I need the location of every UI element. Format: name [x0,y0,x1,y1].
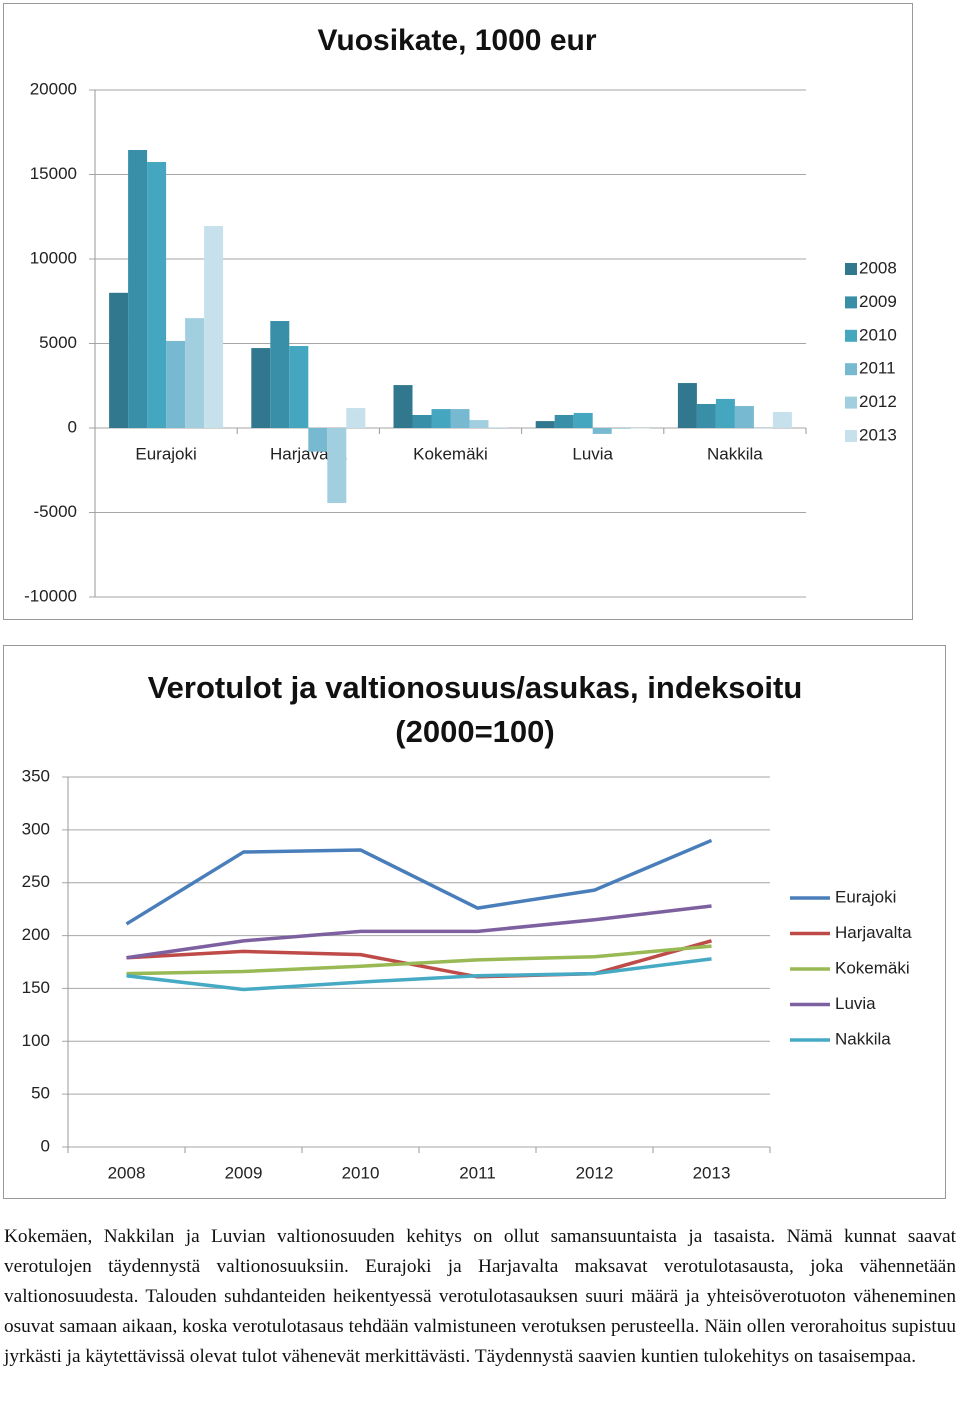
y-tick-label: 350 [22,766,50,785]
x-tick-label: Luvia [572,444,613,463]
legend-label: Kokemäki [835,958,910,977]
legend-label: 2013 [859,425,897,444]
x-tick-label: Nakkila [707,444,763,463]
legend-swatch [845,430,857,442]
legend-label: Luvia [835,994,876,1013]
x-tick-label: 2012 [576,1163,614,1182]
bar [734,406,754,428]
line-series [126,944,712,976]
legend-label: 2009 [859,292,897,311]
bar [270,321,290,428]
legend-label: Eurajoki [835,887,896,906]
line-series [126,957,712,992]
chart-title: Vuosikate, 1000 eur [317,24,597,57]
bar [412,414,432,428]
legend-label: Harjavalta [835,923,912,942]
bar [677,383,697,428]
x-tick-label: 2009 [225,1163,263,1182]
y-tick-label: 10000 [30,248,77,267]
y-tick-label: -10000 [24,586,77,605]
y-tick-label: 20000 [30,79,77,98]
bar [251,348,271,428]
legend-swatch [845,363,857,376]
bar [327,428,347,504]
y-tick-label: 150 [22,978,50,997]
bar [431,409,451,428]
legend-label: 2010 [859,325,897,344]
x-tick-label: 2011 [459,1163,496,1182]
y-tick-label: 50 [31,1084,50,1103]
bar [147,161,167,428]
y-tick-label: 15000 [30,164,77,183]
legend-swatch [845,296,857,309]
line-series [126,939,712,979]
legend-label: Nakkila [835,1029,891,1048]
bar [308,428,328,452]
bar [715,398,735,428]
bar [166,340,186,428]
bar [128,149,148,428]
bar [469,420,489,428]
bar [696,404,716,428]
legend-swatch [845,396,857,409]
bar [109,292,129,428]
x-tick-label: 2010 [342,1163,380,1182]
bar [630,428,650,429]
line-series [125,838,713,926]
chart-title: Verotulot ja valtionosuus/asukas, indeks… [147,670,803,749]
bar [611,428,631,429]
y-tick-label: 250 [22,872,50,891]
bar [289,346,309,428]
x-tick-label: 2013 [693,1163,731,1182]
y-tick-label: 5000 [39,333,77,352]
bar [393,385,413,428]
line-series [126,904,712,960]
bar [346,408,366,428]
x-tick-label: Eurajoki [135,444,196,463]
y-tick-label: 200 [22,925,50,944]
bar [204,226,224,428]
chart-frame [3,645,946,1199]
legend-swatch [845,329,857,342]
legend-swatch [845,263,857,275]
bar [535,421,555,428]
y-tick-label: 0 [68,417,77,436]
x-tick-label: Kokemäki [413,444,488,463]
legend-label: 2008 [859,258,897,277]
y-tick-label: 100 [22,1031,50,1050]
bar [488,427,508,428]
bar [753,428,773,429]
y-tick-label: 300 [22,819,50,838]
bar [592,428,612,434]
bar [772,411,792,428]
paragraph: Kokemäen, Nakkilan ja Luvian valtionosuu… [4,1226,956,1367]
bar [450,409,470,428]
bar [185,318,205,428]
legend-label: 2012 [859,392,897,411]
legend-label: 2011 [859,359,896,378]
y-tick-label: 0 [41,1136,50,1155]
y-tick-label: -5000 [34,502,77,521]
charts: -10000 -5000 0 5000 10000 15000 20000 Eurajoki H… [3,3,946,1199]
bar [573,412,593,428]
bar [554,414,574,428]
x-tick-label: 2008 [108,1163,146,1182]
